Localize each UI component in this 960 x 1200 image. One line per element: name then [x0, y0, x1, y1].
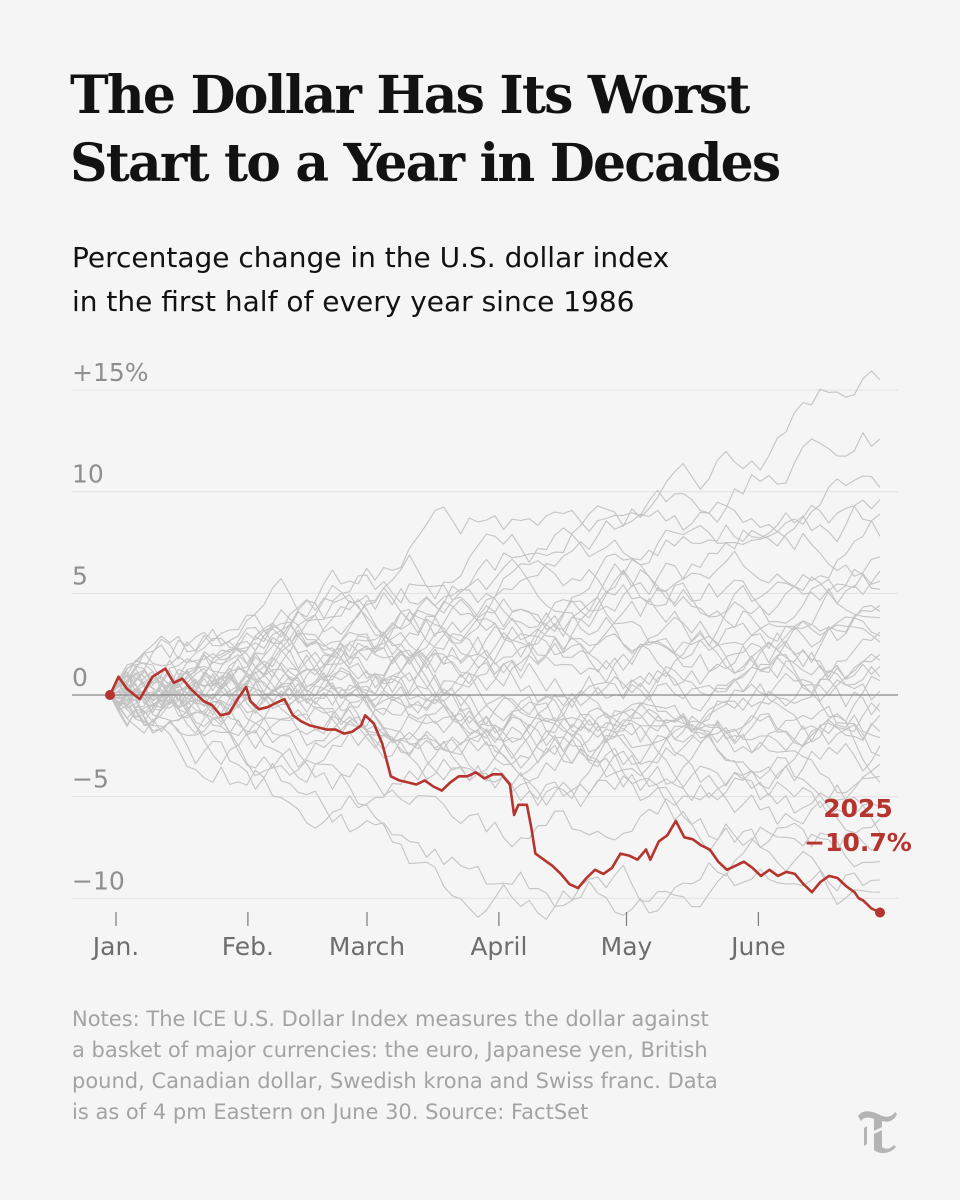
background-series-line-36	[109, 694, 881, 916]
nyt-t-logo-icon	[858, 1111, 897, 1154]
background-series-line-31	[109, 666, 881, 766]
background-series-line-37	[109, 694, 881, 851]
x-tick-label-5: June	[729, 932, 785, 961]
background-series-line-8	[109, 527, 881, 723]
notes-line-1: Notes: The ICE U.S. Dollar Index measure…	[72, 1007, 709, 1031]
background-series-line-32	[109, 672, 881, 782]
background-series-line-27	[109, 560, 881, 737]
x-tick-label-2: March	[329, 932, 405, 961]
background-series-line-21	[109, 681, 881, 809]
notes-line-2: a basket of major currencies: the euro, …	[72, 1038, 708, 1062]
highlight-line	[108, 667, 882, 914]
background-series-line-4	[109, 520, 881, 708]
notes-line-4: is as of 4 pm Eastern on June 30. Source…	[72, 1100, 589, 1124]
background-series-lines	[109, 370, 881, 920]
y-tick-label-5: −10	[72, 866, 125, 895]
notes-line-3: pound, Canadian dollar, Swedish krona an…	[72, 1069, 718, 1093]
chart-title-line-2: Start to a Year in Decades	[70, 133, 781, 194]
x-tick-label-0: Jan.	[91, 932, 139, 961]
highlight-start-point	[105, 690, 115, 700]
background-series-line-7	[109, 558, 881, 705]
x-tick-label-1: Feb.	[222, 932, 274, 961]
highlight-end-value-label: −10.7%	[804, 828, 912, 857]
background-series-line-0	[109, 370, 881, 709]
background-series-line-5	[109, 550, 881, 707]
x-axis: Jan. Feb. March April May June	[91, 912, 786, 961]
highlight-series-name-label: 2025	[823, 794, 893, 823]
background-series-line-12	[109, 554, 881, 710]
x-tick-label-3: April	[470, 932, 527, 961]
chart-subtitle-line-2: in the first half of every year since 19…	[72, 285, 635, 318]
background-series-line-35	[109, 681, 881, 794]
x-tick-label-4: May	[601, 932, 653, 961]
y-axis-tick-labels: +15% 10 5 0 −5 −10	[72, 358, 149, 895]
background-series-line-13	[109, 638, 881, 754]
chart-title: The Dollar Has Its Worst Start to a Year…	[70, 62, 910, 198]
gridlines	[72, 389, 898, 899]
y-tick-label-2: 5	[72, 561, 88, 590]
background-series-line-3	[109, 505, 881, 696]
background-series-line-20	[109, 676, 881, 783]
y-tick-label-4: −5	[72, 765, 109, 794]
chart-subtitle: Percentage change in the U.S. dollar ind…	[72, 236, 912, 324]
background-series-line-10	[109, 601, 881, 783]
y-tick-label-1: 10	[72, 460, 104, 489]
chart-subtitle-line-1: Percentage change in the U.S. dollar ind…	[72, 241, 670, 274]
highlight-end-point	[875, 907, 885, 918]
background-series-line-34	[109, 653, 881, 808]
highlight-series-2025: 2025 −10.7%	[105, 667, 912, 918]
background-series-line-24	[109, 670, 881, 920]
background-series-line-38	[109, 657, 881, 892]
chart-title-line-1: The Dollar Has Its Worst	[70, 65, 750, 126]
chart-notes: Notes: The ICE U.S. Dollar Index measure…	[72, 1004, 862, 1128]
background-series-line-25	[109, 432, 881, 723]
y-tick-label-0: +15%	[72, 358, 149, 387]
background-series-line-23	[109, 689, 881, 868]
y-tick-label-3: 0	[72, 663, 88, 692]
background-series-line-16	[109, 654, 881, 782]
background-series-line-29	[109, 598, 881, 711]
background-series-line-28	[109, 577, 881, 696]
